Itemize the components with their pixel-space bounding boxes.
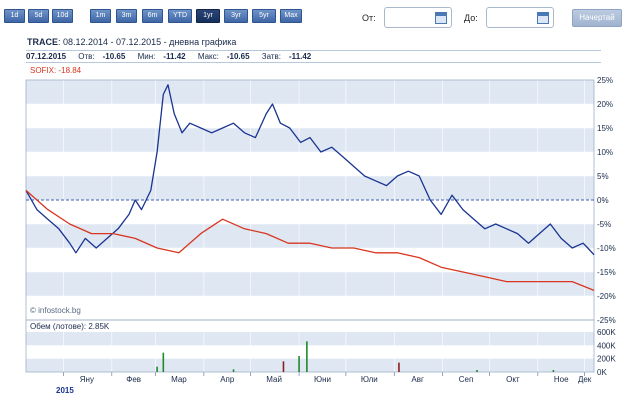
grid-band: [26, 332, 594, 346]
y-tick-label: -10%: [597, 244, 616, 253]
x-tick-label: Авг: [411, 375, 424, 384]
range-6m-button[interactable]: 6m: [142, 9, 163, 23]
calendar-icon[interactable]: [435, 12, 447, 24]
y-tick-label: 20%: [597, 100, 613, 109]
volume-bar: [282, 361, 285, 372]
quote-bar: 07.12.2015 Отв: -10.65 Мин: -11.42 Макс: -1…: [26, 50, 601, 63]
grid-band: [26, 128, 594, 152]
open-value: -10.65: [102, 52, 126, 61]
to-label: До:: [464, 13, 478, 23]
close-value: -11.42: [289, 52, 312, 61]
volume-frame: [25, 319, 595, 373]
volume-bar: [232, 369, 235, 372]
chart-title: TRACE: 08.12.2014 - 07.12.2015 - дневна …: [27, 37, 236, 47]
volume-bar: [298, 356, 300, 372]
volume-bar: [162, 352, 165, 372]
year-label: 2015: [56, 386, 74, 395]
high-label: Макс:: [197, 52, 219, 61]
period: : 08.12.2014 - 07.12.2015 - дневна графи…: [58, 37, 237, 47]
high-value: -10.65: [226, 52, 250, 61]
x-tick-label: Яну: [80, 375, 94, 384]
grid-band: [26, 224, 594, 248]
y-tick-label: 25%: [597, 76, 613, 85]
range-3yr-button[interactable]: 3yr: [224, 9, 248, 23]
range-1m-button[interactable]: 1m: [90, 9, 111, 23]
y-tick-label: 5%: [597, 172, 609, 181]
watermark: © infostock.bg: [30, 306, 81, 315]
range-1d-button[interactable]: 1d: [4, 9, 25, 23]
volume-bar: [156, 366, 158, 372]
x-tick-label: Апр: [220, 375, 235, 384]
range-1yr-button[interactable]: 1yr: [196, 9, 220, 23]
range-ytd-button[interactable]: YTD: [168, 9, 192, 23]
volume-tick-label: 400K: [597, 341, 616, 350]
y-tick-label: -5%: [597, 220, 611, 229]
low-label: Мин:: [137, 52, 156, 61]
x-tick-label: Фев: [126, 375, 141, 384]
grid-band: [26, 358, 594, 372]
x-tick-label: Юли: [361, 375, 378, 384]
draw-chart-button[interactable]: Начертай: [572, 9, 622, 27]
sofix-series-line: [25, 189, 595, 292]
to-date-field[interactable]: [486, 7, 554, 28]
x-tick-label: Сеп: [459, 375, 474, 384]
grid-band: [26, 176, 594, 200]
volume-tick-label: 200K: [597, 355, 616, 364]
volume-tick-label: 0K: [597, 368, 607, 377]
y-tick-label: -25%: [597, 316, 616, 325]
volume-tick-label: 600K: [597, 328, 616, 337]
quote-date: 07.12.2015: [26, 52, 67, 61]
y-tick-label: 10%: [597, 148, 613, 157]
x-tick-label: Юни: [314, 375, 331, 384]
open-label: Отв:: [78, 52, 95, 61]
range-5yr-button[interactable]: 5yr: [252, 9, 276, 23]
y-tick-label: 15%: [597, 124, 613, 133]
range-10d-button[interactable]: 10d: [52, 9, 73, 23]
volume-label: Обем (лотове): 2.85K: [30, 322, 110, 331]
from-label: От:: [362, 13, 376, 23]
from-date-field[interactable]: [384, 7, 452, 28]
volume-bar: [398, 362, 400, 372]
trace-series-line: [25, 84, 595, 256]
range-3m-button[interactable]: 3m: [116, 9, 137, 23]
grid-band: [26, 80, 594, 104]
toolbar: 1d 5d 10d 1m 3m 6m YTD 1yr 3yr 5yr Max О…: [0, 0, 630, 36]
sofix-label: SOFIX: -18.84: [30, 66, 82, 75]
y-tick-label: -15%: [597, 268, 616, 277]
range-5d-button[interactable]: 5d: [28, 9, 49, 23]
x-tick-label: Дек: [578, 375, 592, 384]
range-max-button[interactable]: Max: [280, 9, 302, 23]
volume-bar: [552, 370, 555, 372]
low-value: -11.42: [163, 52, 186, 61]
symbol: TRACE: [27, 37, 58, 47]
y-tick-label: -20%: [597, 292, 616, 301]
close-label: Затв:: [261, 52, 282, 61]
grid-band: [26, 272, 594, 296]
x-tick-label: Мар: [171, 375, 187, 384]
x-tick-label: Ное: [554, 375, 569, 384]
volume-bar: [306, 341, 308, 372]
calendar-icon[interactable]: [537, 12, 549, 24]
y-tick-label: 0%: [597, 196, 609, 205]
x-tick-label: Окт: [506, 375, 520, 384]
volume-bar: [476, 370, 478, 372]
x-tick-label: Май: [266, 375, 282, 384]
